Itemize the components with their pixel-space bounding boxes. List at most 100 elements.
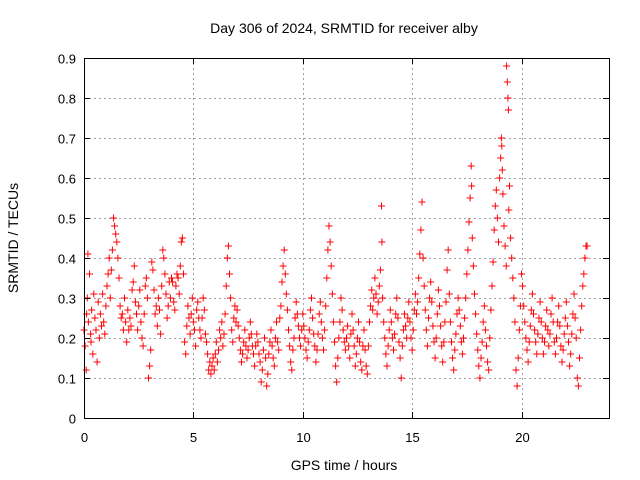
data-point — [161, 270, 169, 278]
data-point — [226, 270, 233, 278]
data-point — [111, 222, 119, 230]
data-point — [302, 346, 310, 354]
data-point — [397, 374, 405, 382]
data-point — [297, 342, 305, 350]
data-point — [131, 298, 139, 306]
data-point — [504, 94, 512, 102]
data-point — [460, 334, 467, 342]
data-point — [442, 298, 450, 306]
data-point — [298, 326, 306, 334]
data-point — [232, 318, 240, 326]
data-point — [467, 162, 475, 170]
data-point — [251, 362, 259, 370]
y-tick-label: 0.3 — [58, 292, 76, 307]
data-point — [276, 314, 284, 322]
data-point — [387, 318, 395, 326]
data-point — [452, 330, 460, 338]
data-point — [556, 322, 564, 330]
data-point — [193, 306, 201, 314]
data-point — [512, 366, 520, 374]
data-point — [405, 298, 413, 306]
y-tick-label: 0.4 — [58, 252, 76, 267]
data-point — [289, 346, 297, 354]
data-point — [182, 350, 190, 358]
data-point — [210, 366, 218, 374]
data-point — [136, 286, 144, 294]
data-point — [539, 350, 547, 358]
data-point — [472, 310, 480, 318]
data-point — [292, 298, 300, 306]
data-point — [106, 294, 114, 302]
data-point — [164, 302, 172, 310]
data-point — [252, 342, 260, 350]
data-point — [576, 354, 583, 362]
data-point — [299, 310, 307, 318]
data-point — [346, 354, 354, 362]
data-point — [463, 270, 471, 278]
data-point — [390, 346, 397, 354]
data-point — [200, 306, 208, 314]
data-point — [261, 334, 268, 342]
data-point — [507, 234, 515, 242]
data-point — [414, 298, 422, 306]
data-point — [258, 366, 266, 374]
data-point — [513, 382, 521, 390]
data-point — [304, 338, 312, 346]
data-point — [569, 310, 577, 318]
data-point — [557, 342, 565, 350]
data-point — [264, 370, 272, 378]
data-point — [421, 306, 429, 314]
data-point — [241, 326, 249, 334]
data-point — [437, 322, 445, 330]
data-point — [105, 254, 113, 262]
data-point — [228, 326, 236, 334]
data-point — [427, 278, 435, 286]
data-point — [146, 362, 154, 370]
data-point — [317, 318, 325, 326]
data-point — [497, 154, 505, 162]
data-point — [279, 262, 287, 270]
data-point — [306, 306, 314, 314]
y-tick-label: 0.6 — [58, 172, 76, 187]
data-point — [139, 342, 147, 350]
data-point — [420, 282, 428, 290]
data-point — [583, 242, 591, 250]
data-point — [519, 282, 527, 290]
data-point — [277, 302, 285, 310]
data-point — [581, 254, 589, 262]
data-point — [208, 362, 216, 370]
data-point — [370, 294, 378, 302]
data-point — [245, 334, 253, 342]
data-point — [280, 246, 288, 254]
data-point — [415, 274, 423, 282]
data-point — [469, 262, 477, 270]
data-point — [315, 310, 323, 318]
data-point — [411, 290, 419, 298]
data-point — [384, 342, 392, 350]
data-point — [238, 358, 245, 366]
data-point — [461, 314, 469, 322]
data-point — [488, 282, 496, 290]
data-point — [203, 338, 210, 346]
data-point — [86, 270, 93, 278]
data-point — [320, 346, 327, 354]
data-point — [503, 78, 511, 86]
data-point — [316, 298, 324, 306]
data-point — [554, 318, 562, 326]
data-point — [416, 250, 424, 258]
data-point — [138, 334, 146, 342]
x-tick-label: 15 — [405, 430, 419, 445]
data-point — [117, 314, 125, 322]
data-point — [548, 294, 556, 302]
data-point — [379, 294, 387, 302]
data-point — [535, 314, 543, 322]
data-point — [567, 350, 575, 358]
data-point — [349, 326, 357, 334]
data-point — [223, 254, 231, 262]
data-point — [473, 330, 481, 338]
data-point — [168, 274, 175, 282]
data-point — [396, 354, 404, 362]
data-point — [378, 238, 386, 246]
data-point — [160, 254, 168, 262]
data-point — [401, 310, 408, 318]
